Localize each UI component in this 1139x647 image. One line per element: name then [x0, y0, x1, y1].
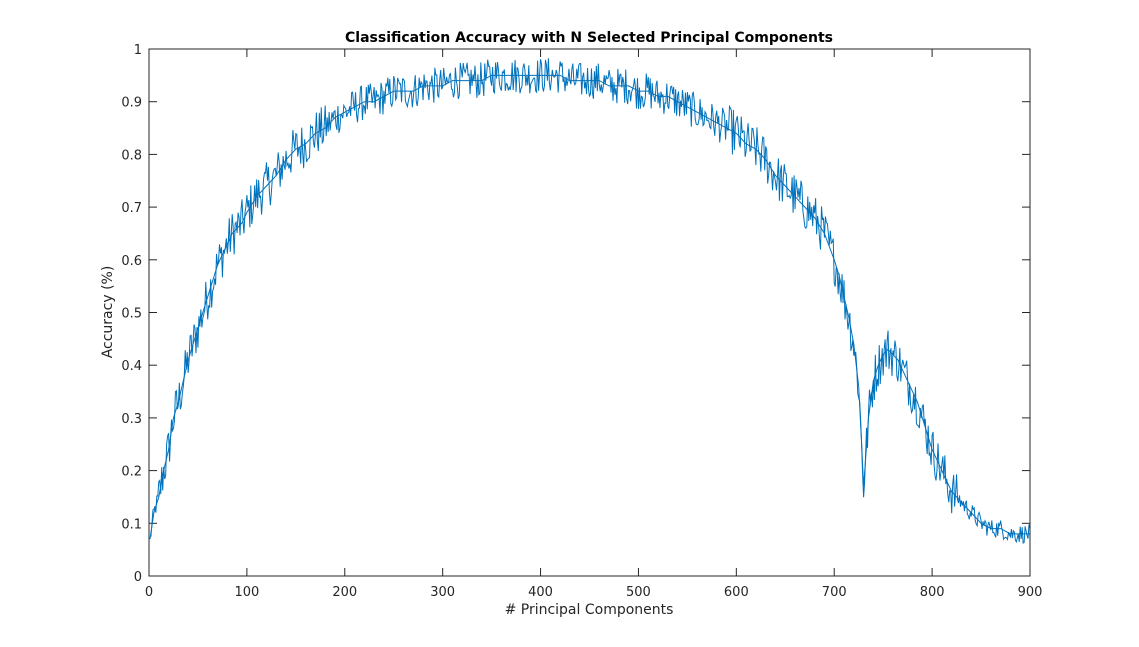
y-tick-label: 0.3 — [121, 412, 142, 427]
x-tick-label: 600 — [724, 585, 749, 600]
x-tick-label: 800 — [920, 585, 945, 600]
y-tick-label: 0.2 — [121, 465, 142, 480]
series-group — [149, 58, 1031, 544]
y-tick-label: 0.1 — [121, 517, 142, 532]
y-tick-label: 0.5 — [121, 307, 142, 322]
x-tick-label: 400 — [528, 585, 553, 600]
x-tick-label: 0 — [145, 585, 153, 600]
x-tick-label: 900 — [1018, 585, 1043, 600]
x-tick-label: 700 — [822, 585, 847, 600]
plot-frame — [148, 48, 1031, 577]
x-axis-title: # Principal Components — [505, 602, 674, 618]
x-tick-label: 500 — [626, 585, 651, 600]
series-line-detail — [149, 58, 1031, 544]
y-tick-label: 0 — [134, 570, 142, 585]
y-tick-label: 0.4 — [121, 359, 142, 374]
chart-title: Classification Accuracy with N Selected … — [345, 30, 833, 46]
y-tick-label: 0.8 — [121, 148, 142, 163]
y-tick-label: 0.7 — [121, 201, 142, 216]
y-tick-label: 0.6 — [121, 254, 142, 269]
axis-ticks — [148, 48, 1031, 577]
y-tick-label: 1 — [134, 43, 142, 58]
x-tick-label: 100 — [234, 585, 259, 600]
x-tick-label: 300 — [430, 585, 455, 600]
x-tick-label: 200 — [332, 585, 357, 600]
y-tick-label: 0.9 — [121, 96, 142, 111]
y-axis-title: Accuracy (%) — [100, 266, 116, 359]
axis-tick-labels: 0 100 200 300 400 500 600 700 800 900 0 0.1 0.2 0.3 0.… — [121, 43, 1042, 600]
series-line — [149, 74, 1030, 540]
